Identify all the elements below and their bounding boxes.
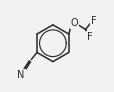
Text: F: F xyxy=(90,16,96,26)
Text: F: F xyxy=(87,32,92,42)
Text: O: O xyxy=(70,18,78,28)
Text: N: N xyxy=(17,70,25,80)
